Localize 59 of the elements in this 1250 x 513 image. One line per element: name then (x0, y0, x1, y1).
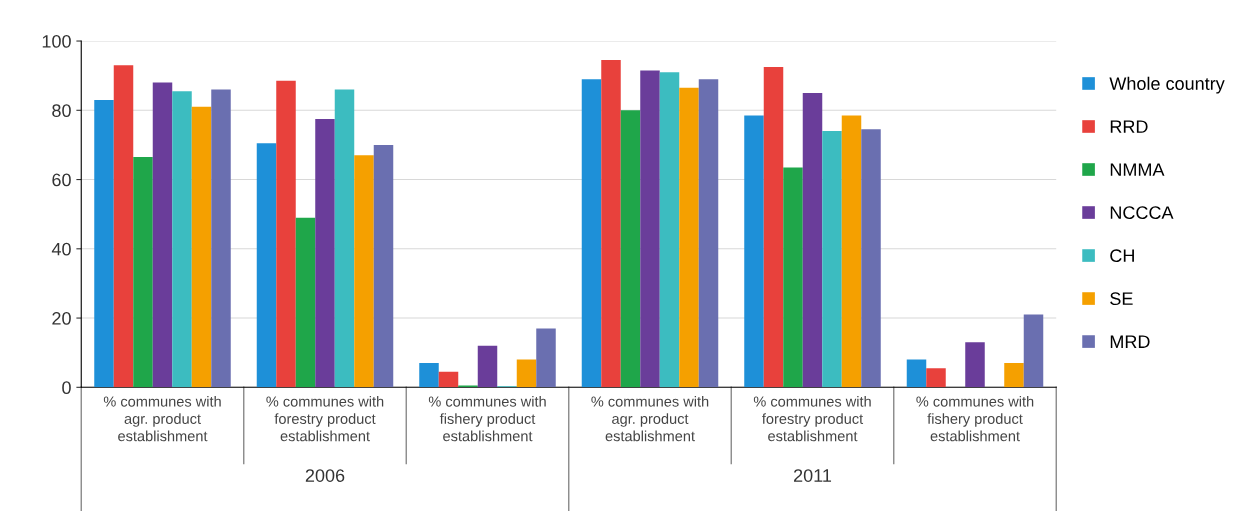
y-tick-label: 100 (42, 34, 71, 48)
bar (802, 92, 823, 388)
bar (841, 115, 862, 388)
bar (1023, 314, 1044, 388)
bar (276, 80, 296, 388)
bar (620, 110, 641, 388)
bar (211, 89, 231, 388)
y-tick-label: 0 (62, 381, 71, 395)
legend-label: MRD (1110, 335, 1150, 348)
bar (861, 129, 881, 388)
bar (822, 131, 842, 388)
bar (334, 89, 355, 388)
bar (763, 67, 784, 388)
y-tick-label: 60 (52, 173, 71, 187)
bar (536, 328, 556, 388)
bar (679, 87, 699, 388)
x-tick-label: % communes with forestry product establishment (266, 395, 384, 442)
bar (133, 157, 153, 388)
y-tick-label: 20 (52, 311, 71, 325)
legend-label: Whole country (1109, 76, 1225, 94)
bar (152, 82, 173, 388)
bar (640, 70, 660, 388)
y-tick-label: 80 (52, 104, 71, 118)
bar (113, 65, 134, 388)
bar (354, 155, 374, 388)
bar (295, 217, 316, 388)
legend-label: NCCCA (1110, 206, 1174, 220)
x-tick-label: % communes with forestry product establishment (753, 395, 871, 442)
bar (191, 106, 212, 388)
bar (516, 359, 537, 388)
bar (965, 342, 985, 388)
y-tick-label: 40 (51, 242, 71, 256)
bar (438, 371, 459, 388)
bar (659, 72, 680, 388)
bar (581, 79, 602, 388)
bar (698, 79, 719, 388)
bar (315, 118, 335, 388)
bar (926, 368, 946, 388)
bar (477, 345, 498, 388)
x-tick-label: % communes with agr. product establishment (103, 395, 221, 442)
bar (783, 167, 803, 388)
bar (172, 91, 192, 388)
x-tick-label: % communes with fishery product establishment (428, 395, 546, 442)
x-tick-label: % communes with agr. product establishment (591, 395, 709, 442)
bar (601, 60, 621, 388)
bar (419, 363, 439, 388)
bar (373, 144, 394, 388)
text: 2006 (305, 469, 345, 482)
text: 2011 (793, 469, 832, 482)
legend-label: NMMA (1110, 163, 1165, 176)
bar (906, 359, 927, 388)
legend-label: SE (1110, 292, 1133, 306)
legend-label: RRD (1110, 120, 1148, 133)
bar (1004, 363, 1024, 388)
x-tick-label: % communes with fishery product establishment (916, 395, 1034, 442)
bar (256, 143, 277, 388)
legend-label: CH (1110, 249, 1134, 263)
bar (94, 99, 114, 388)
bar (744, 115, 764, 388)
